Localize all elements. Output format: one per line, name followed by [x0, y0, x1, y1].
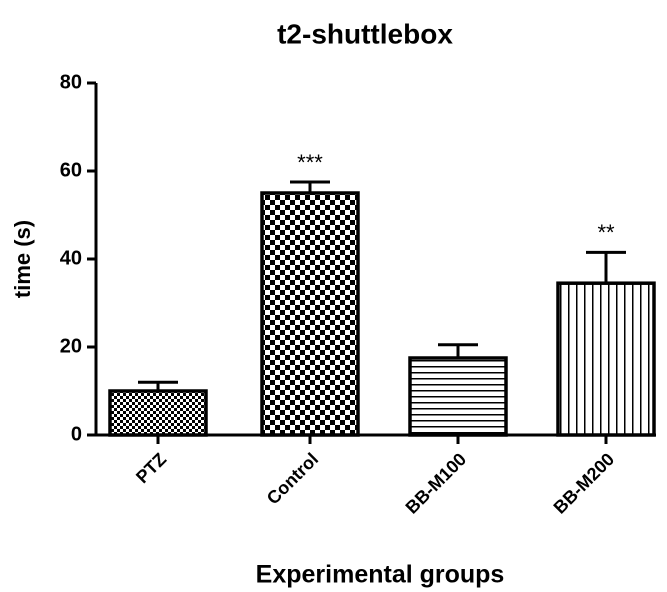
y-axis-label: time (s) — [10, 220, 35, 298]
y-tick-label: 80 — [60, 71, 82, 93]
bar — [108, 389, 208, 437]
bar — [408, 356, 508, 437]
significance-label: *** — [297, 150, 323, 175]
y-tick-label: 0 — [71, 423, 82, 445]
x-axis-label: Experimental groups — [256, 561, 505, 589]
significance-label: ** — [597, 220, 615, 245]
bar — [556, 281, 656, 437]
x-tick-label: BB-M100 — [402, 449, 471, 518]
x-tick-label: PTZ — [132, 449, 170, 487]
chart-title: t2-shuttlebox — [277, 18, 453, 49]
y-tick-label: 60 — [60, 159, 82, 181]
x-tick-label: BB-M200 — [550, 449, 619, 518]
bar — [260, 191, 360, 437]
x-tick-label: Control — [263, 449, 322, 508]
y-tick-label: 20 — [60, 335, 82, 357]
y-tick-label: 40 — [60, 247, 82, 269]
